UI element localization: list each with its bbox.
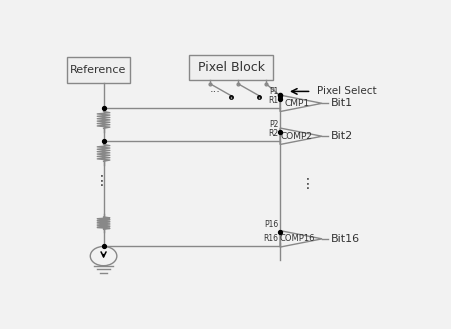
Text: R16: R16: [263, 234, 278, 243]
Text: Pixel Block: Pixel Block: [198, 61, 265, 74]
Text: COMP2: COMP2: [281, 132, 313, 141]
Text: Reference: Reference: [70, 65, 126, 75]
Text: Bit1: Bit1: [331, 98, 353, 108]
Text: R2: R2: [268, 129, 278, 138]
FancyBboxPatch shape: [189, 55, 273, 80]
Text: ⋮: ⋮: [301, 177, 315, 191]
Text: Pixel Select: Pixel Select: [317, 87, 377, 96]
Text: ⋮: ⋮: [95, 174, 109, 188]
Text: COMP16: COMP16: [279, 234, 315, 243]
FancyBboxPatch shape: [67, 57, 130, 83]
Text: P16: P16: [264, 220, 278, 230]
Text: CMP1: CMP1: [284, 99, 309, 108]
Text: ...: ...: [210, 84, 221, 94]
Text: Bit16: Bit16: [331, 234, 360, 244]
Text: Bit2: Bit2: [331, 131, 353, 141]
Text: R1: R1: [268, 96, 278, 105]
Text: P1: P1: [269, 88, 278, 96]
Text: P2: P2: [269, 120, 278, 129]
